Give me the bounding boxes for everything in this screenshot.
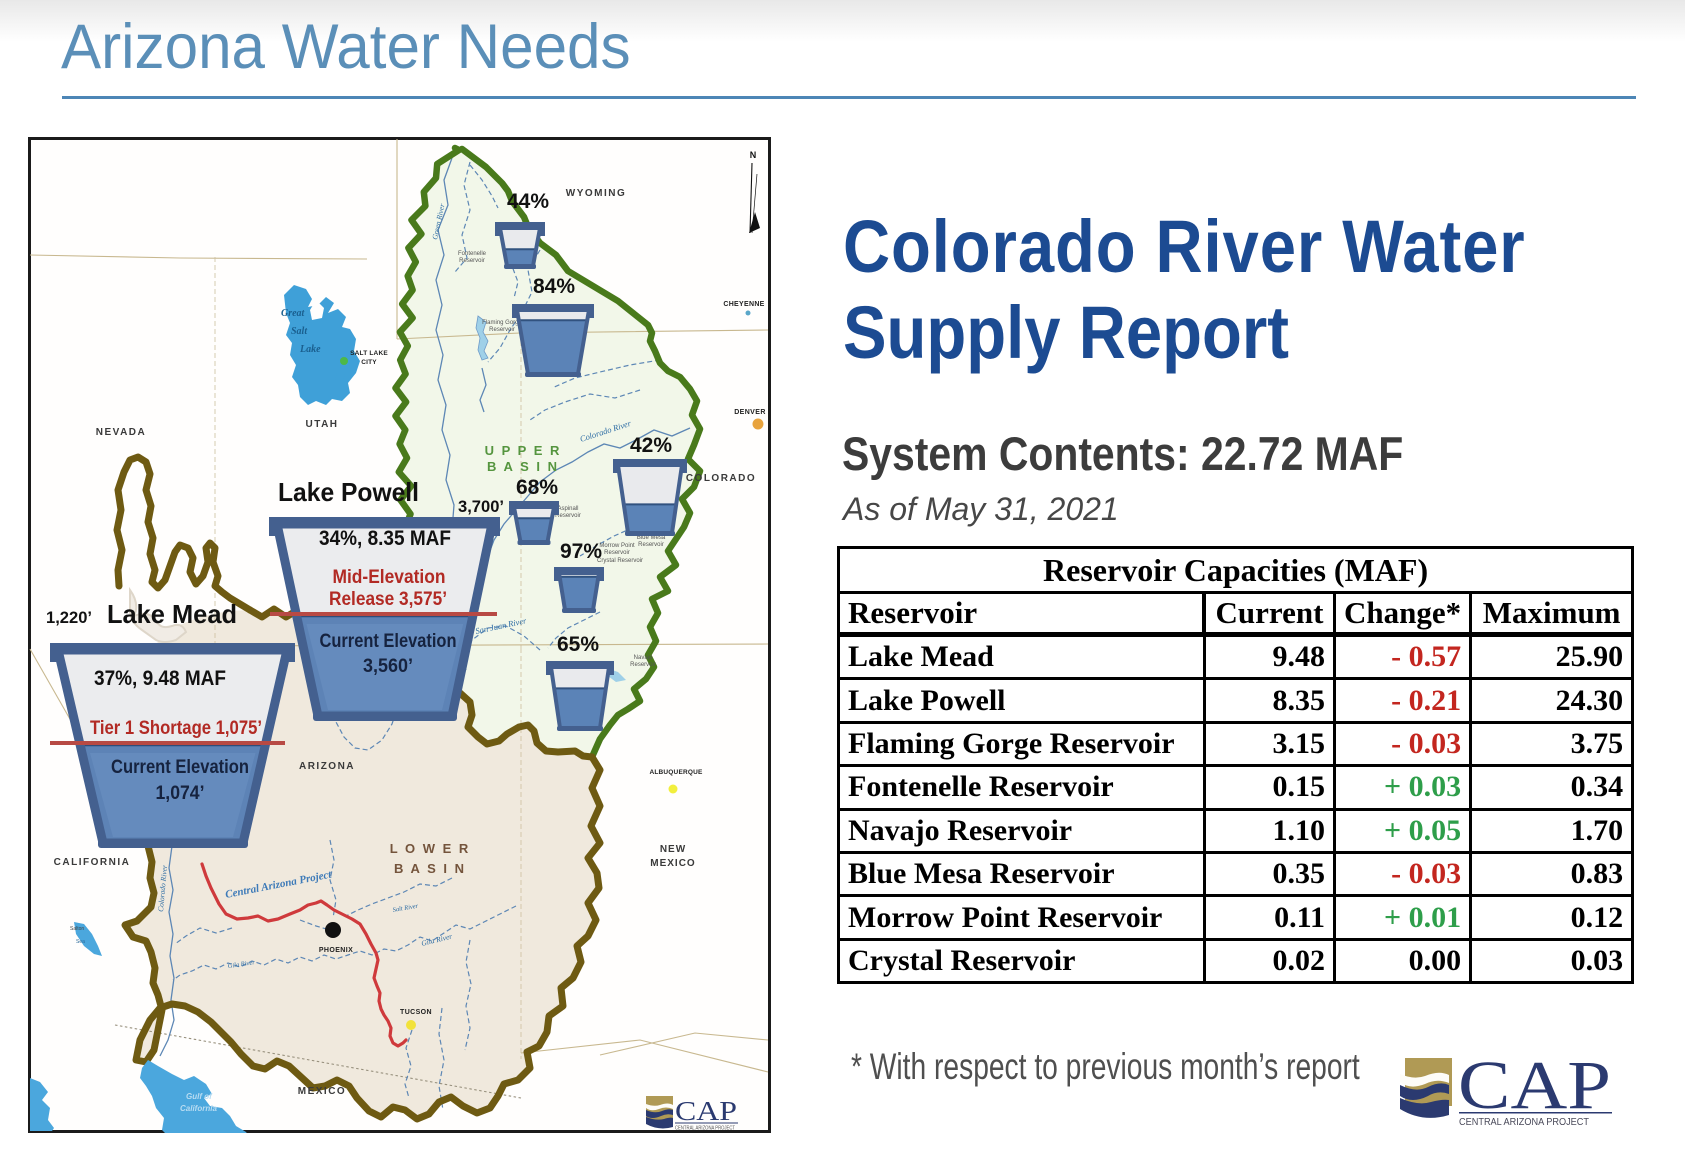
svg-text:Reservoir: Reservoir [489,327,515,333]
svg-text:PHOENIX: PHOENIX [319,947,353,954]
svg-text:Tier 1 Shortage 1,075’: Tier 1 Shortage 1,075’ [90,718,262,739]
svg-text:3,560’: 3,560’ [363,656,413,677]
svg-text:Reservoir: Reservoir [630,662,656,668]
svg-text:NEVADA: NEVADA [96,427,146,438]
svg-text:MEXICO: MEXICO [650,858,695,869]
svg-text:DENVER: DENVER [734,409,766,416]
svg-text:Colorado River: Colorado River [156,865,169,913]
svg-text:UTAH: UTAH [305,419,338,430]
svg-text:1,074’: 1,074’ [156,783,205,804]
svg-text:California: California [180,1104,217,1113]
svg-text:N: N [750,150,757,160]
svg-text:Salt River: Salt River [392,903,419,914]
svg-text:1,220’: 1,220’ [46,608,92,627]
svg-text:U P P E R: U P P E R [485,443,562,458]
svg-text:Reservoir: Reservoir [604,550,630,556]
svg-text:SALT LAKE: SALT LAKE [350,350,388,357]
svg-text:Flaming Gorge: Flaming Gorge [482,320,522,326]
svg-text:Blue Mesa: Blue Mesa [637,535,666,541]
svg-text:Mid-Elevation: Mid-Elevation [333,567,446,588]
svg-text:Crystal Reservoir: Crystal Reservoir [597,558,643,564]
svg-text:CITY: CITY [361,359,377,366]
svg-text:65%: 65% [557,633,599,656]
svg-text:34%, 8.35 MAF: 34%, 8.35 MAF [319,527,451,550]
svg-text:NEW: NEW [660,844,686,855]
svg-text:COLORADO: COLORADO [686,473,756,484]
svg-text:37%, 9.48 MAF: 37%, 9.48 MAF [94,667,226,690]
svg-text:Reservoir: Reservoir [459,258,485,264]
svg-text:Reservoir: Reservoir [555,513,581,519]
svg-text:Great: Great [281,308,306,319]
svg-text:Current Elevation: Current Elevation [320,631,457,652]
svg-text:L O W E R: L O W E R [390,841,471,856]
svg-text:97%: 97% [560,540,602,563]
svg-text:ALBUQUERQUE: ALBUQUERQUE [649,769,703,776]
svg-text:Gulf of: Gulf of [186,1092,213,1101]
svg-text:Aspinall: Aspinall [557,506,578,512]
svg-text:B A S I N: B A S I N [487,459,559,474]
svg-text:CAP: CAP [675,1096,737,1126]
svg-text:Sea: Sea [76,939,85,945]
svg-text:Salton: Salton [70,926,84,932]
svg-text:Reservoir: Reservoir [638,542,664,548]
svg-text:CALIFORNIA: CALIFORNIA [54,857,131,868]
svg-text:WYOMING: WYOMING [566,188,627,199]
svg-text:MEXICO: MEXICO [298,1086,346,1097]
svg-text:84%: 84% [533,275,575,298]
svg-text:Lake Powell: Lake Powell [278,477,419,507]
svg-text:CENTRAL ARIZONA PROJECT: CENTRAL ARIZONA PROJECT [675,1126,736,1132]
svg-text:Navajo: Navajo [634,655,653,661]
svg-text:Lake Mead: Lake Mead [107,599,237,629]
svg-text:CHEYENNE: CHEYENNE [723,301,764,308]
svg-text:Fontenelle: Fontenelle [458,251,487,257]
svg-text:3,700’: 3,700’ [458,497,504,516]
svg-text:Morrow Point: Morrow Point [599,543,635,549]
svg-text:Salt: Salt [291,326,308,337]
svg-text:CAP: CAP [1458,1052,1611,1123]
svg-text:Current Elevation: Current Elevation [111,757,249,778]
svg-text:44%: 44% [507,190,549,213]
svg-text:ARIZONA: ARIZONA [299,761,355,772]
svg-text:42%: 42% [630,434,672,457]
svg-text:Lake: Lake [299,344,321,355]
svg-text:Gila River: Gila River [227,959,255,970]
svg-text:B A S I N: B A S I N [394,861,466,876]
svg-text:TUCSON: TUCSON [400,1009,432,1016]
svg-text:68%: 68% [516,476,558,499]
svg-text:Release 3,575’: Release 3,575’ [329,589,447,610]
svg-text:CENTRAL ARIZONA PROJECT: CENTRAL ARIZONA PROJECT [1459,1117,1589,1128]
